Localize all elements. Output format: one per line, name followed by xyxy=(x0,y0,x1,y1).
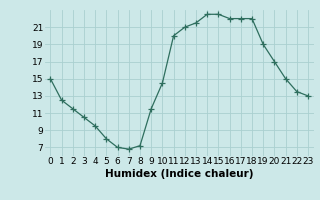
X-axis label: Humidex (Indice chaleur): Humidex (Indice chaleur) xyxy=(105,169,253,179)
